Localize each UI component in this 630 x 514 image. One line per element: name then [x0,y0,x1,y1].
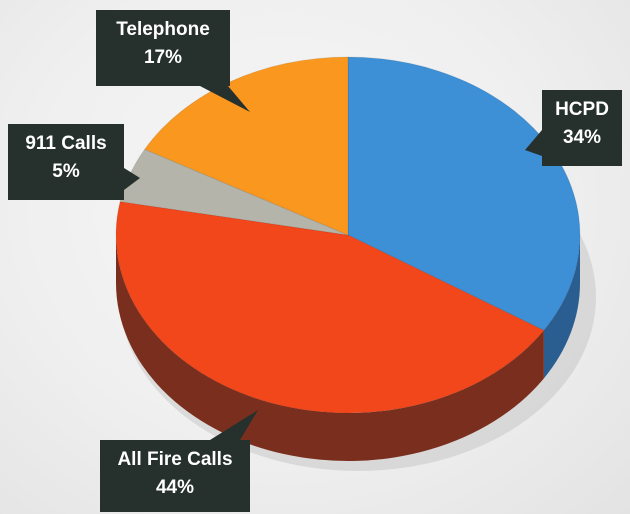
callout-911-calls-value: 5% [52,161,80,182]
pointer-telephone [200,86,250,112]
pointer-all-fire-calls [210,410,258,440]
callout-911-calls-label: 911 Calls [25,133,107,154]
pointer-hcpd [525,130,542,156]
pie-side-all-fire-calls [116,235,544,462]
callout-all-fire-calls-label: All Fire Calls [117,449,233,470]
callout-telephone: Telephone 17% [96,10,230,86]
callout-telephone-label: Telephone [116,19,210,40]
callout-hcpd: HCPD 34% [542,90,622,166]
pie-sides [116,235,580,462]
pie-slice-all-fire-calls [115,201,545,414]
callout-hcpd-label: HCPD [555,99,609,120]
pie-slices [115,56,581,414]
callout-all-fire-calls: All Fire Calls 44% [100,440,250,512]
pointer-911-calls [124,168,140,190]
pie-side-hcpd [543,235,580,379]
callout-911-calls: 911 Calls 5% [8,124,124,200]
callout-telephone-value: 17% [143,47,183,68]
callout-hcpd-value: 34% [562,127,602,148]
callout-all-fire-calls-value: 44% [155,477,195,498]
